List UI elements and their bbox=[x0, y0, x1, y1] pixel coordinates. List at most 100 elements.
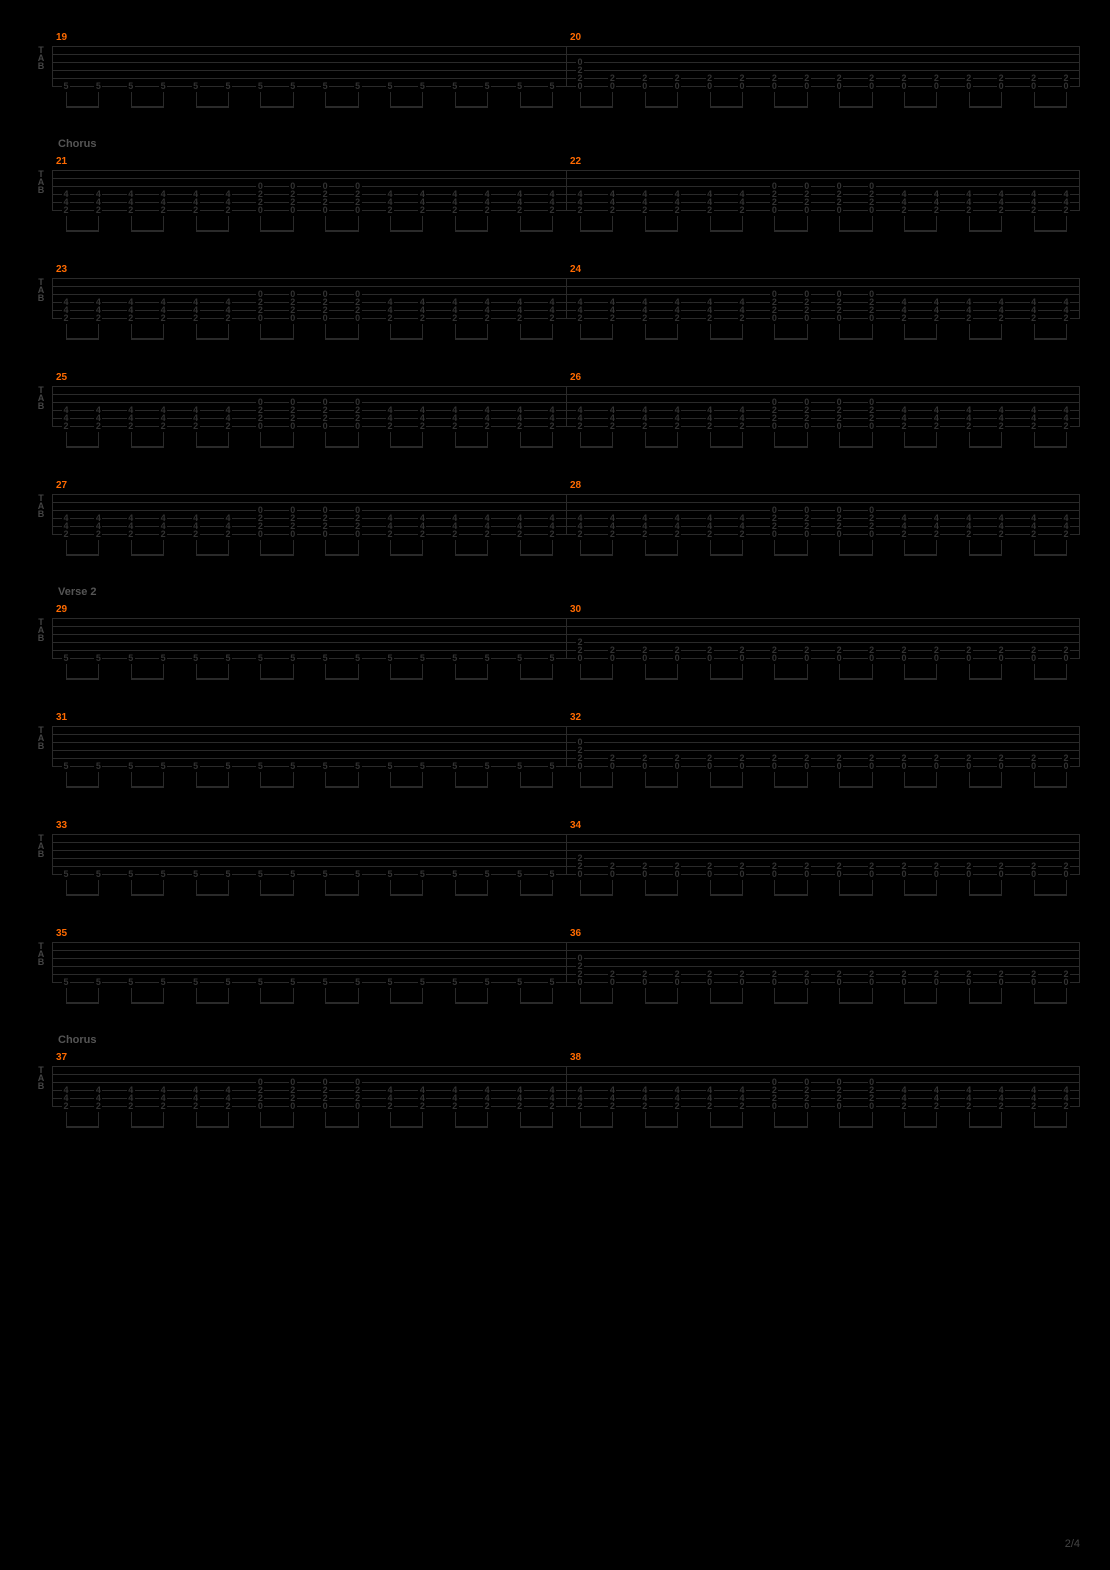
note-stem bbox=[645, 432, 646, 446]
note-stem bbox=[293, 432, 294, 446]
beam bbox=[390, 554, 423, 556]
barline bbox=[52, 494, 53, 534]
bar-number: 21 bbox=[56, 156, 67, 167]
beam bbox=[774, 1126, 807, 1128]
barline bbox=[1079, 46, 1080, 86]
note-stem bbox=[390, 540, 391, 554]
beam bbox=[325, 230, 358, 232]
note-stem bbox=[260, 664, 261, 678]
beam bbox=[774, 446, 807, 448]
fret-number: 2 bbox=[516, 530, 524, 538]
note-stem bbox=[710, 216, 711, 230]
beam bbox=[196, 786, 229, 788]
note-stem bbox=[196, 216, 197, 230]
note-stem bbox=[677, 432, 678, 446]
fret-number: 2 bbox=[608, 422, 616, 430]
fret-number: 0 bbox=[965, 82, 973, 90]
barline bbox=[566, 386, 567, 426]
fret-number: 0 bbox=[770, 870, 778, 878]
fret-number: 0 bbox=[900, 978, 908, 986]
fret-number: 2 bbox=[673, 422, 681, 430]
staff-row: TAB2526442442442442442442022002200220022… bbox=[30, 370, 1080, 468]
fret-number: 0 bbox=[868, 314, 876, 322]
note-stem bbox=[455, 988, 456, 1002]
beam bbox=[390, 678, 423, 680]
bar-number: 26 bbox=[570, 372, 581, 383]
note-stem bbox=[66, 664, 67, 678]
fret-number: 0 bbox=[706, 870, 714, 878]
bar-number: 23 bbox=[56, 264, 67, 275]
fret-number: 5 bbox=[159, 870, 167, 878]
fret-number: 0 bbox=[256, 1102, 264, 1110]
note-stem bbox=[710, 772, 711, 786]
beam bbox=[66, 446, 99, 448]
fret-number: 0 bbox=[868, 82, 876, 90]
beam bbox=[774, 554, 807, 556]
note-stem bbox=[293, 92, 294, 106]
fret-number: 5 bbox=[516, 654, 524, 662]
staff-area: 2728442442442442442442022002200220022044… bbox=[52, 478, 1080, 576]
fret-number: 5 bbox=[224, 870, 232, 878]
fret-number: 2 bbox=[548, 530, 556, 538]
fret-number: 2 bbox=[159, 530, 167, 538]
beam bbox=[904, 106, 937, 108]
note-stem bbox=[872, 664, 873, 678]
fret-number: 2 bbox=[127, 1102, 135, 1110]
fret-number: 2 bbox=[1030, 530, 1038, 538]
fret-number: 5 bbox=[548, 762, 556, 770]
fret-number: 5 bbox=[289, 762, 297, 770]
note-stem bbox=[487, 216, 488, 230]
staff-area: 3738442442442442442442022002200220022044… bbox=[52, 1050, 1080, 1148]
barline bbox=[566, 46, 567, 86]
fret-number: 5 bbox=[224, 762, 232, 770]
note-stem bbox=[293, 880, 294, 894]
note-stem bbox=[422, 324, 423, 338]
note-stem bbox=[520, 540, 521, 554]
fret-number: 5 bbox=[62, 978, 70, 986]
fret-number: 2 bbox=[1030, 1102, 1038, 1110]
fret-number: 2 bbox=[1062, 206, 1070, 214]
fret-number: 2 bbox=[548, 422, 556, 430]
fret-number: 2 bbox=[62, 314, 70, 322]
note-stem bbox=[358, 216, 359, 230]
note-stem bbox=[66, 880, 67, 894]
fret-number: 2 bbox=[62, 206, 70, 214]
fret-number: 2 bbox=[386, 422, 394, 430]
beam bbox=[1034, 894, 1067, 896]
note-stem bbox=[390, 324, 391, 338]
beam bbox=[260, 1002, 293, 1004]
beam bbox=[520, 786, 553, 788]
fret-number: 5 bbox=[548, 82, 556, 90]
bar-number: 30 bbox=[570, 604, 581, 615]
tab-string-labels: TAB bbox=[30, 494, 52, 518]
note-stem bbox=[196, 432, 197, 446]
fret-number: 5 bbox=[516, 870, 524, 878]
note-stem bbox=[228, 324, 229, 338]
note-stem bbox=[904, 540, 905, 554]
fret-number: 2 bbox=[159, 1102, 167, 1110]
barline bbox=[566, 494, 567, 534]
beam bbox=[904, 894, 937, 896]
fret-number: 5 bbox=[516, 82, 524, 90]
fret-number: 5 bbox=[321, 82, 329, 90]
fret-number: 0 bbox=[770, 1102, 778, 1110]
note-stem bbox=[228, 880, 229, 894]
note-stem bbox=[1034, 324, 1035, 338]
beam bbox=[520, 894, 553, 896]
beam bbox=[325, 338, 358, 340]
beam bbox=[1034, 106, 1067, 108]
bar-number: 27 bbox=[56, 480, 67, 491]
beam bbox=[196, 1126, 229, 1128]
note-stem bbox=[66, 216, 67, 230]
note-stem bbox=[839, 664, 840, 678]
bar-number: 35 bbox=[56, 928, 67, 939]
note-stem bbox=[936, 432, 937, 446]
note-stem bbox=[936, 1112, 937, 1126]
fret-number: 0 bbox=[354, 206, 362, 214]
fret-number: 2 bbox=[94, 530, 102, 538]
staff-row: TAB3738442442442442442442022002200220022… bbox=[30, 1050, 1080, 1148]
barline bbox=[566, 726, 567, 766]
fret-number: 2 bbox=[94, 422, 102, 430]
beam bbox=[390, 1126, 423, 1128]
note-stem bbox=[131, 1112, 132, 1126]
